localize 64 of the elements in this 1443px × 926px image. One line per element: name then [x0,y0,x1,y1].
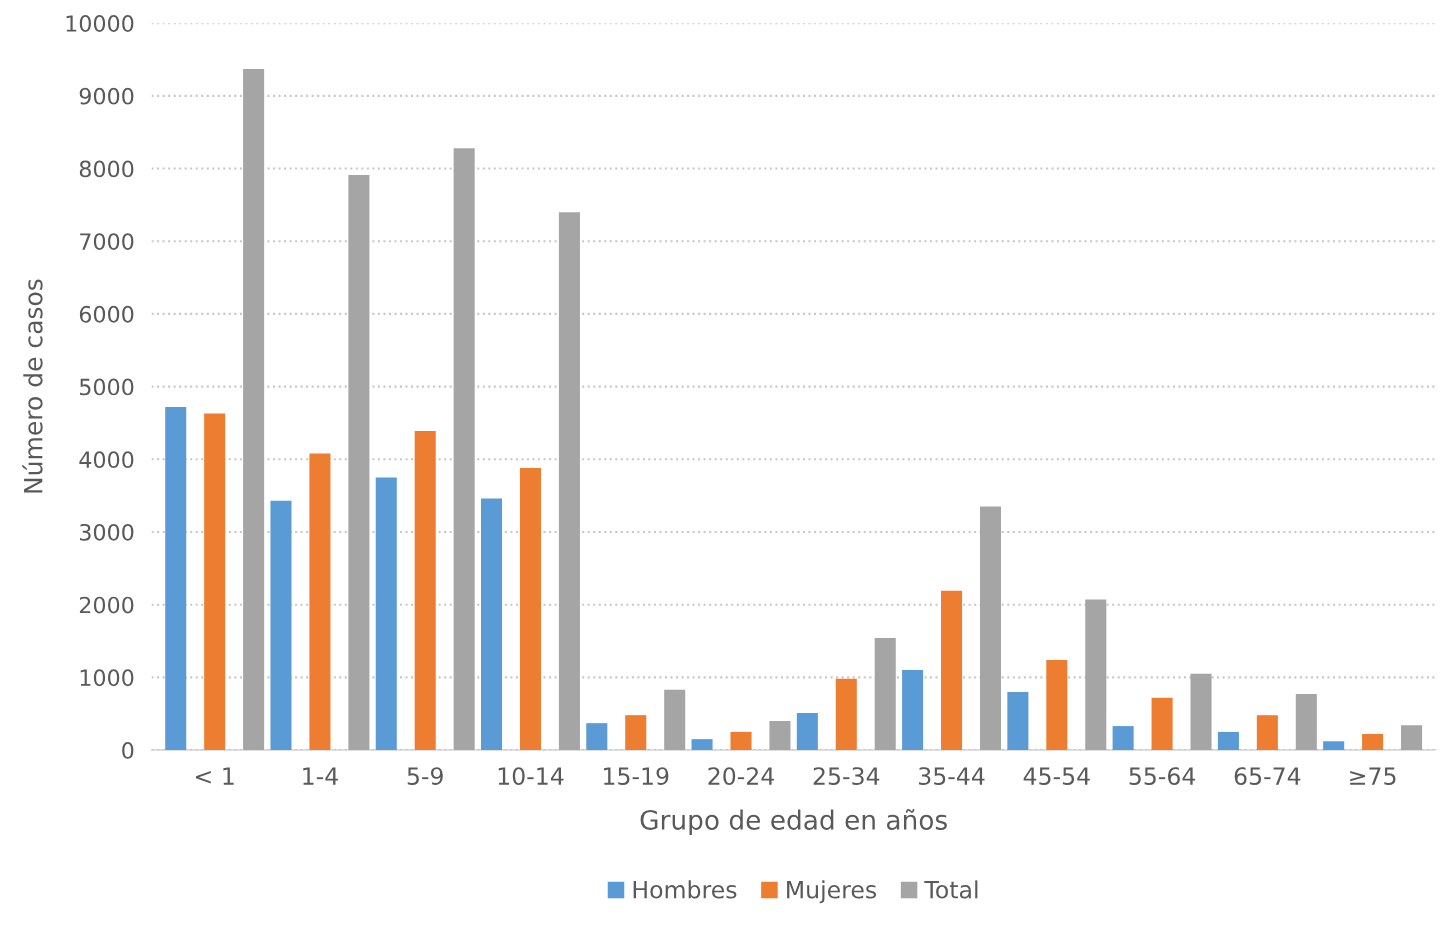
bar [270,500,292,751]
bar [204,413,226,751]
bar [796,712,818,751]
bar [1112,726,1134,751]
bar [414,430,436,751]
y-tick-label: 4000 [79,451,134,469]
y-tick-label: 2000 [79,596,134,614]
x-tick-label: 20-24 [708,767,774,785]
x-tick-label: 25-34 [813,767,880,785]
bar [586,723,608,751]
bar [453,148,475,751]
bar [835,678,857,751]
bar [1401,725,1423,751]
bar [1046,659,1068,751]
bar [664,689,686,751]
bar [165,406,187,751]
bar [1190,673,1212,751]
bar [309,453,331,751]
bar [481,498,503,751]
bar [375,477,397,751]
x-tick-label: ≥75 [1350,767,1396,785]
x-axis-title: Grupo de edad en años [640,809,947,836]
legend-label: Total [924,880,978,899]
x-tick-label: 45-54 [1023,767,1090,785]
x-tick-label: 35-44 [919,767,985,785]
y-tick-label: 10000 [66,15,134,32]
bar [1362,734,1384,751]
bar [730,731,752,751]
bar [1217,731,1239,751]
y-axis-title: Número de casos [22,279,43,493]
bar [1295,694,1317,751]
y-tick-label: 9000 [79,87,134,105]
bar [1007,691,1029,751]
y-tick-label: 7000 [80,233,134,250]
legend-label: Mujeres [787,880,877,904]
bar [1151,697,1173,751]
y-tick-label: 3000 [79,523,134,541]
bar [558,212,580,751]
y-tick-label: 8000 [79,160,134,178]
y-tick-label: 0 [122,742,134,759]
x-tick-label: 55-64 [1129,767,1196,785]
y-tick-label: 5000 [80,378,134,396]
x-tick-label: < 1 [196,767,234,785]
bar [348,175,370,751]
bar [625,715,647,751]
bar [769,720,791,751]
bar [1085,599,1107,751]
x-tick-label: 10-14 [498,767,564,785]
y-tick-label: 1000 [80,669,134,687]
bar [1323,741,1345,751]
bar [519,468,542,751]
bar [874,638,896,751]
x-tick-label: 15-19 [604,767,669,785]
legend-label: Hombres [633,880,737,899]
y-tick-label: 6000 [79,305,134,323]
bar [941,590,963,751]
x-tick-label: 1-4 [303,767,338,785]
bar [902,670,924,751]
bar [1256,715,1278,751]
x-tick-label: 65-74 [1234,767,1301,785]
x-tick-label: 5-9 [407,767,443,785]
bar [979,506,1002,751]
bar [243,68,265,751]
bar [691,739,713,751]
